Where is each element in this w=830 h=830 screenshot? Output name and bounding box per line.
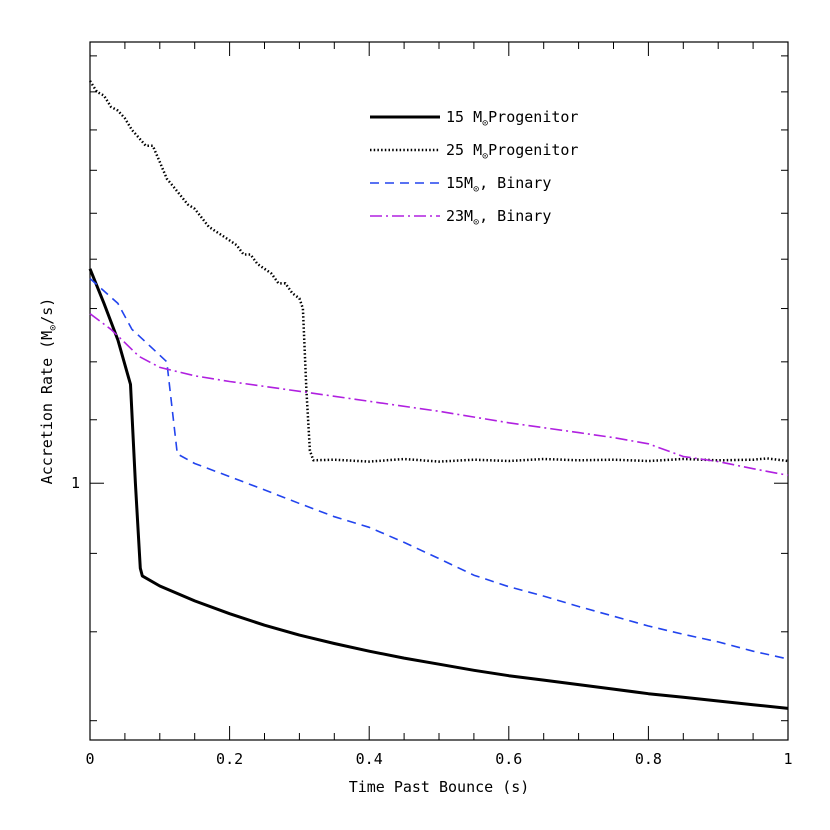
y-tick-label: 1: [71, 474, 80, 492]
x-tick-label: 0.6: [495, 750, 522, 768]
legend-label-1: 15 M⊙Progenitor: [446, 108, 578, 129]
series-line-1: [88, 268, 789, 710]
x-tick-label: 0.4: [356, 750, 383, 768]
legend: 15 M⊙Progenitor 25 M⊙Progenitor 15M⊙, Bina…: [370, 108, 578, 228]
x-tick-label: 1: [783, 750, 792, 768]
y-tick-labels: 1: [71, 474, 80, 492]
legend-label-3: 15M⊙, Binary: [446, 174, 551, 195]
x-axis-label: Time Past Bounce (s): [349, 778, 530, 796]
legend-label-4: 23M⊙, Binary: [446, 207, 551, 228]
x-tick-label: 0.2: [216, 750, 243, 768]
series-line-3: [89, 277, 789, 660]
plot-frame: [89, 41, 789, 741]
series-line-2: [88, 80, 789, 463]
series-line-4: [89, 313, 789, 477]
x-tick-label: 0: [85, 750, 94, 768]
x-tick-labels: 0 0.2 0.4 0.6 0.8 1: [85, 750, 792, 768]
x-tick-label: 0.8: [635, 750, 662, 768]
y-axis-label: Accretion Rate (M⊙/s): [38, 298, 59, 485]
ticks: [89, 42, 789, 740]
series-lines: [88, 80, 789, 710]
legend-label-2: 25 M⊙Progenitor: [446, 141, 578, 162]
